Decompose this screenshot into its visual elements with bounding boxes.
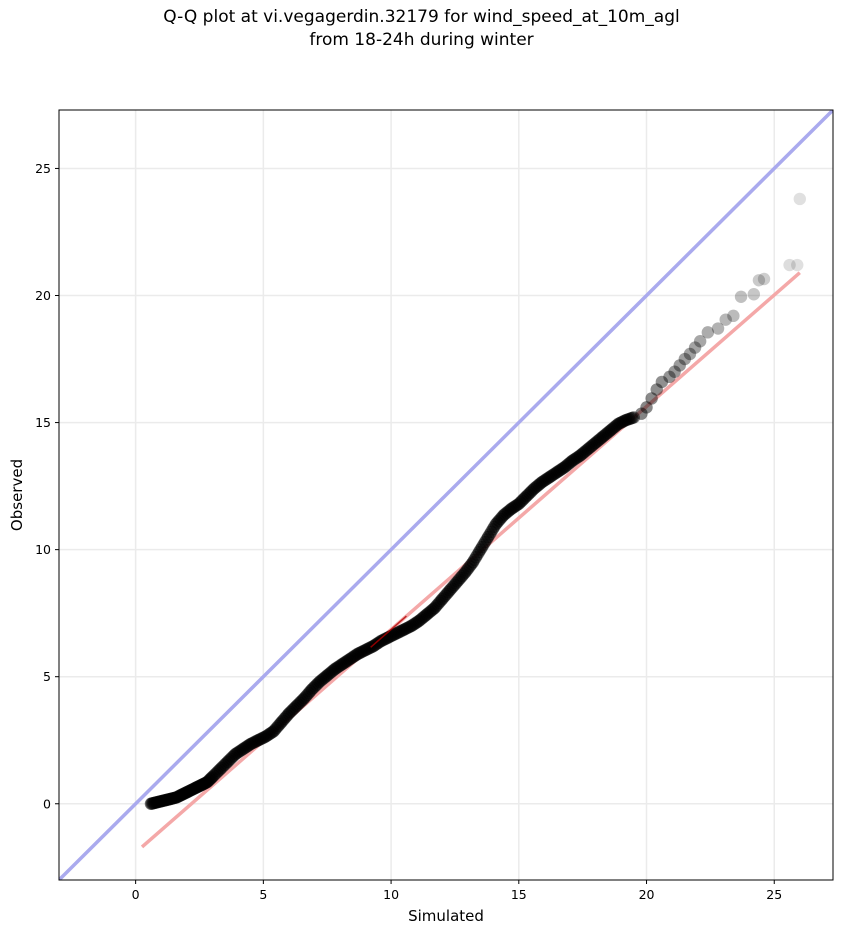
- qq-point: [747, 288, 761, 301]
- x-tick-label: 5: [259, 887, 267, 902]
- x-tick-label: 10: [383, 887, 399, 902]
- qq-point: [673, 359, 686, 372]
- x-axis-label: Simulated: [408, 907, 484, 925]
- y-tick-label: 5: [43, 669, 51, 684]
- y-tick-label: 25: [35, 161, 51, 176]
- qq-point: [701, 326, 715, 339]
- y-tick-label: 15: [35, 415, 51, 430]
- qq-point: [688, 341, 702, 354]
- y-axis-ticks: 0 5 10 15 20 25: [35, 161, 59, 811]
- qq-point: [683, 347, 697, 361]
- qq-point: [678, 352, 692, 366]
- y-tick-label: 20: [35, 288, 51, 303]
- plot-frame: [58, 109, 834, 881]
- chart-title: Q-Q plot at vi.vegagerdin.32179 for wind…: [0, 6, 843, 52]
- qq-point: [635, 407, 648, 420]
- qq-point: [693, 335, 707, 348]
- fit-line-core: [370, 615, 407, 648]
- qq-point: [727, 309, 740, 323]
- qq-point: [757, 272, 771, 286]
- qq-point: [627, 411, 640, 424]
- x-axis-ticks: 0 5 10 15 20 25: [132, 880, 782, 902]
- grid-lines: [59, 110, 833, 880]
- qq-point: [752, 274, 766, 287]
- x-tick-label: 15: [511, 887, 527, 902]
- x-tick-label: 20: [639, 887, 655, 902]
- qq-point: [650, 383, 663, 396]
- qq-point: [734, 290, 748, 303]
- qq-point: [655, 375, 669, 389]
- x-tick-label: 0: [132, 887, 140, 902]
- chart-title-line-1: Q-Q plot at vi.vegagerdin.32179 for wind…: [163, 7, 680, 27]
- qq-point: [668, 365, 681, 378]
- qq-point: [793, 192, 806, 206]
- qq-point: [663, 370, 676, 384]
- qq-point: [711, 322, 725, 335]
- chart-title-line-2: from 18-24h during winter: [309, 30, 534, 50]
- y-tick-label: 10: [35, 542, 51, 557]
- y-axis-label: Observed: [8, 459, 26, 531]
- qq-point: [783, 258, 796, 272]
- qq-point: [791, 258, 804, 272]
- qq-point: [645, 392, 658, 405]
- qq-point: [640, 401, 653, 414]
- identity-line: [59, 110, 833, 880]
- data-series: [59, 110, 833, 880]
- y-tick-label: 0: [43, 796, 51, 811]
- qq-point: [719, 313, 732, 326]
- x-tick-label: 25: [766, 887, 782, 902]
